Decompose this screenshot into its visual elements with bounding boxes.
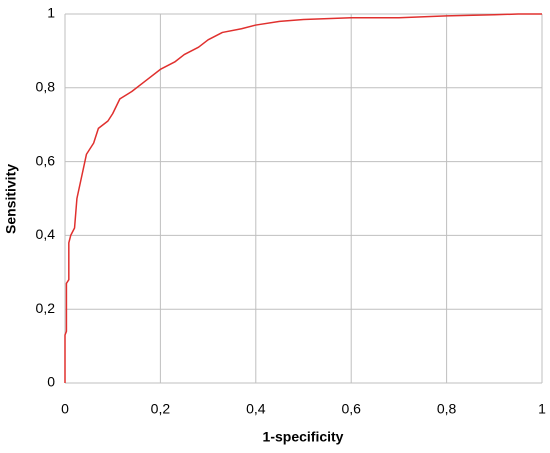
y-tick-label: 0,6 <box>36 152 56 168</box>
y-tick-label: 1 <box>47 5 55 21</box>
x-tick-label: 0,8 <box>437 401 457 417</box>
x-tick-label: 0,6 <box>341 401 361 417</box>
x-tick-label: 0,4 <box>246 401 266 417</box>
y-tick-label: 0,8 <box>36 79 56 95</box>
x-axis-title: 1-specificity <box>263 429 344 445</box>
y-tick-label: 0,2 <box>36 300 56 316</box>
x-tick-label: 0 <box>61 401 69 417</box>
roc-line <box>64 13 542 383</box>
y-tick-label: 0,4 <box>36 226 56 242</box>
y-tick-label: 0 <box>47 374 55 390</box>
x-tick-label: 1 <box>538 401 546 417</box>
x-tick-label: 0,2 <box>151 401 171 417</box>
y-axis-title: Sensitivity <box>3 164 19 234</box>
